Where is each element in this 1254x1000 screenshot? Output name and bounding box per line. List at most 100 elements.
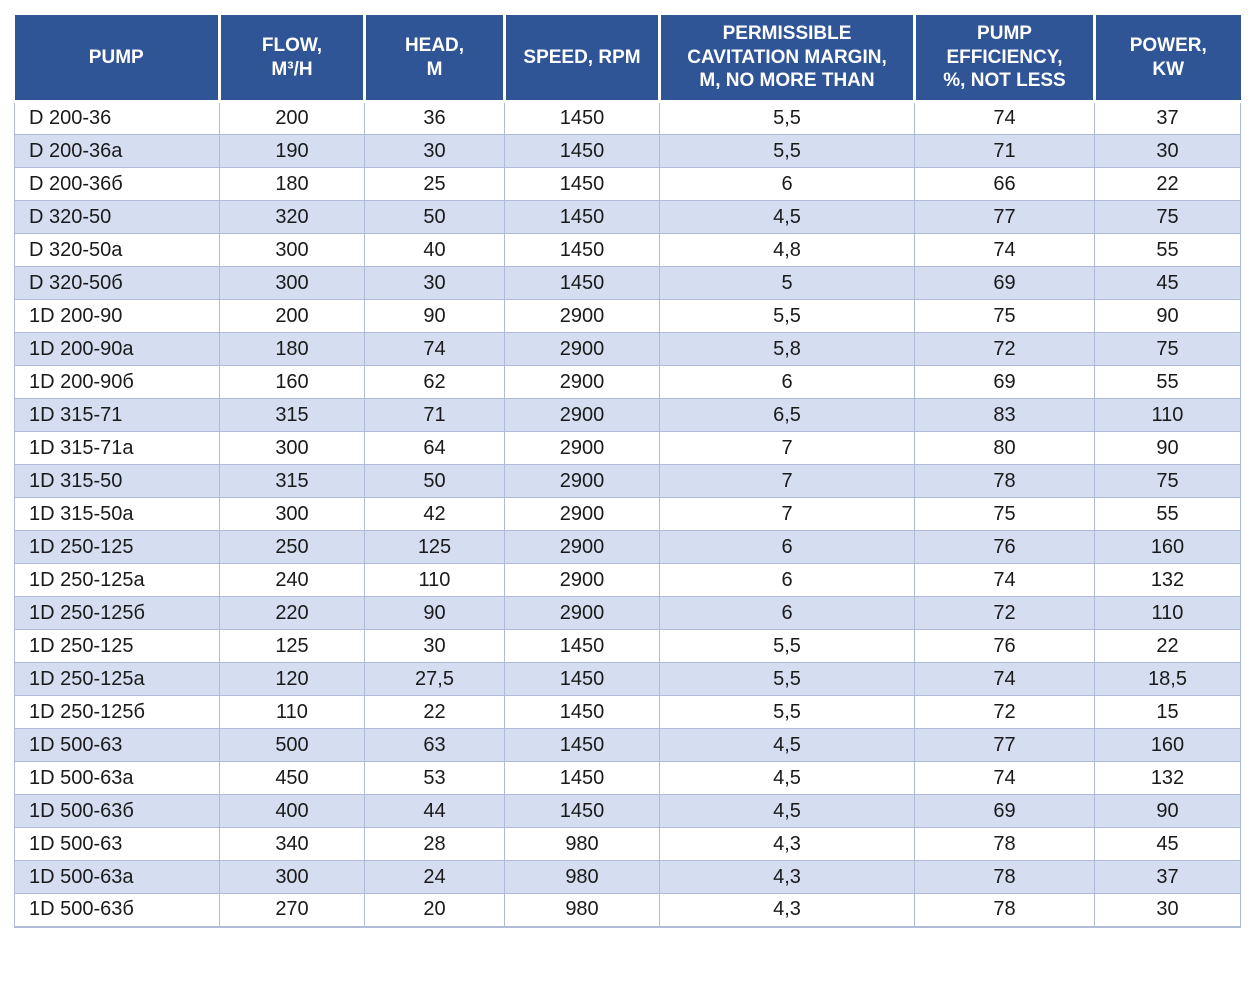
value-cell: 2900 xyxy=(504,596,660,630)
table-row: 1D 315-50a 300 42 2900 7 75 55 xyxy=(14,497,1241,531)
value-cell: 45 xyxy=(1094,827,1241,861)
value-cell: 55 xyxy=(1094,233,1241,267)
value-cell: 40 xyxy=(364,233,505,267)
value-cell: 66 xyxy=(914,167,1095,201)
value-cell: 4,5 xyxy=(659,794,915,828)
value-cell: 74 xyxy=(914,101,1095,135)
value-cell: 1450 xyxy=(504,101,660,135)
value-cell: 74 xyxy=(914,761,1095,795)
value-cell: 72 xyxy=(914,596,1095,630)
value-cell: 64 xyxy=(364,431,505,465)
value-cell: 300 xyxy=(219,860,365,894)
value-cell: 83 xyxy=(914,398,1095,432)
value-cell: 22 xyxy=(364,695,505,729)
value-cell: 125 xyxy=(219,629,365,663)
pump-name-cell: D 200-36 xyxy=(14,101,220,135)
value-cell: 5,5 xyxy=(659,695,915,729)
table-row: 1D 200-90a 180 74 2900 5,8 72 75 xyxy=(14,332,1241,366)
value-cell: 90 xyxy=(1094,431,1241,465)
pump-name-cell: 1D 250-125a xyxy=(14,563,220,597)
pump-name-cell: 1D 250-125 xyxy=(14,629,220,663)
pump-name-cell: 1D 500-63б xyxy=(14,794,220,828)
value-cell: 5,5 xyxy=(659,134,915,168)
value-cell: 76 xyxy=(914,530,1095,564)
value-cell: 6 xyxy=(659,167,915,201)
pump-name-cell: 1D 315-71a xyxy=(14,431,220,465)
value-cell: 1450 xyxy=(504,662,660,696)
value-cell: 30 xyxy=(364,134,505,168)
value-cell: 2900 xyxy=(504,299,660,333)
value-cell: 6 xyxy=(659,563,915,597)
value-cell: 1450 xyxy=(504,167,660,201)
value-cell: 160 xyxy=(1094,530,1241,564)
table-row: 1D 250-125a 120 27,5 1450 5,5 74 18,5 xyxy=(14,662,1241,696)
value-cell: 1450 xyxy=(504,728,660,762)
column-header: SPEED, RPM xyxy=(503,12,661,103)
table-row: 1D 250-125б 220 90 2900 6 72 110 xyxy=(14,596,1241,630)
value-cell: 450 xyxy=(219,761,365,795)
value-cell: 5,5 xyxy=(659,299,915,333)
value-cell: 36 xyxy=(364,101,505,135)
value-cell: 24 xyxy=(364,860,505,894)
value-cell: 110 xyxy=(1094,398,1241,432)
table-row: D 320-50a 300 40 1450 4,8 74 55 xyxy=(14,233,1241,267)
value-cell: 250 xyxy=(219,530,365,564)
value-cell: 78 xyxy=(914,464,1095,498)
value-cell: 90 xyxy=(364,299,505,333)
value-cell: 120 xyxy=(219,662,365,696)
value-cell: 4,5 xyxy=(659,200,915,234)
value-cell: 5,5 xyxy=(659,101,915,135)
value-cell: 4,3 xyxy=(659,893,915,928)
value-cell: 500 xyxy=(219,728,365,762)
value-cell: 2900 xyxy=(504,563,660,597)
pump-name-cell: 1D 250-125 xyxy=(14,530,220,564)
value-cell: 75 xyxy=(1094,464,1241,498)
pump-name-cell: D 320-50б xyxy=(14,266,220,300)
value-cell: 30 xyxy=(364,266,505,300)
value-cell: 240 xyxy=(219,563,365,597)
table-row: 1D 250-125 125 30 1450 5,5 76 22 xyxy=(14,629,1241,663)
value-cell: 74 xyxy=(364,332,505,366)
pump-spec-table: PUMP FLOW, M³/H HEAD, M SPEED, RPM PERMISSIB… xyxy=(14,12,1241,928)
pump-name-cell: 1D 500-63 xyxy=(14,728,220,762)
value-cell: 6 xyxy=(659,530,915,564)
value-cell: 1450 xyxy=(504,266,660,300)
value-cell: 78 xyxy=(914,893,1095,928)
value-cell: 4,8 xyxy=(659,233,915,267)
value-cell: 20 xyxy=(364,893,505,928)
table-row: D 200-36 200 36 1450 5,5 74 37 xyxy=(14,101,1241,135)
value-cell: 110 xyxy=(1094,596,1241,630)
table-header: PUMP FLOW, M³/H HEAD, M SPEED, RPM PERMISSIB… xyxy=(14,12,1241,103)
table-row: 1D 315-71a 300 64 2900 7 80 90 xyxy=(14,431,1241,465)
value-cell: 5,8 xyxy=(659,332,915,366)
value-cell: 190 xyxy=(219,134,365,168)
value-cell: 5 xyxy=(659,266,915,300)
value-cell: 1450 xyxy=(504,695,660,729)
value-cell: 5,5 xyxy=(659,662,915,696)
value-cell: 30 xyxy=(364,629,505,663)
table-row: 1D 500-63 500 63 1450 4,5 77 160 xyxy=(14,728,1241,762)
value-cell: 42 xyxy=(364,497,505,531)
pump-name-cell: 1D 500-63a xyxy=(14,860,220,894)
value-cell: 75 xyxy=(914,299,1095,333)
value-cell: 50 xyxy=(364,464,505,498)
pump-name-cell: 1D 250-125б xyxy=(14,695,220,729)
value-cell: 53 xyxy=(364,761,505,795)
value-cell: 980 xyxy=(504,827,660,861)
value-cell: 27,5 xyxy=(364,662,505,696)
value-cell: 315 xyxy=(219,464,365,498)
value-cell: 400 xyxy=(219,794,365,828)
column-header: PERMISSIBLE CAVITATION MARGIN, M, NO MOR… xyxy=(658,12,916,103)
value-cell: 69 xyxy=(914,365,1095,399)
table-row: 1D 500-63 340 28 980 4,3 78 45 xyxy=(14,827,1241,861)
value-cell: 980 xyxy=(504,860,660,894)
value-cell: 132 xyxy=(1094,563,1241,597)
value-cell: 2900 xyxy=(504,365,660,399)
column-header: PUMP EFFICIENCY, %, NOT LESS xyxy=(913,12,1096,103)
table-row: D 200-36a 190 30 1450 5,5 71 30 xyxy=(14,134,1241,168)
page: PUMP FLOW, M³/H HEAD, M SPEED, RPM PERMISSIB… xyxy=(14,12,1241,928)
value-cell: 110 xyxy=(219,695,365,729)
value-cell: 220 xyxy=(219,596,365,630)
value-cell: 1450 xyxy=(504,233,660,267)
pump-name-cell: 1D 315-50a xyxy=(14,497,220,531)
